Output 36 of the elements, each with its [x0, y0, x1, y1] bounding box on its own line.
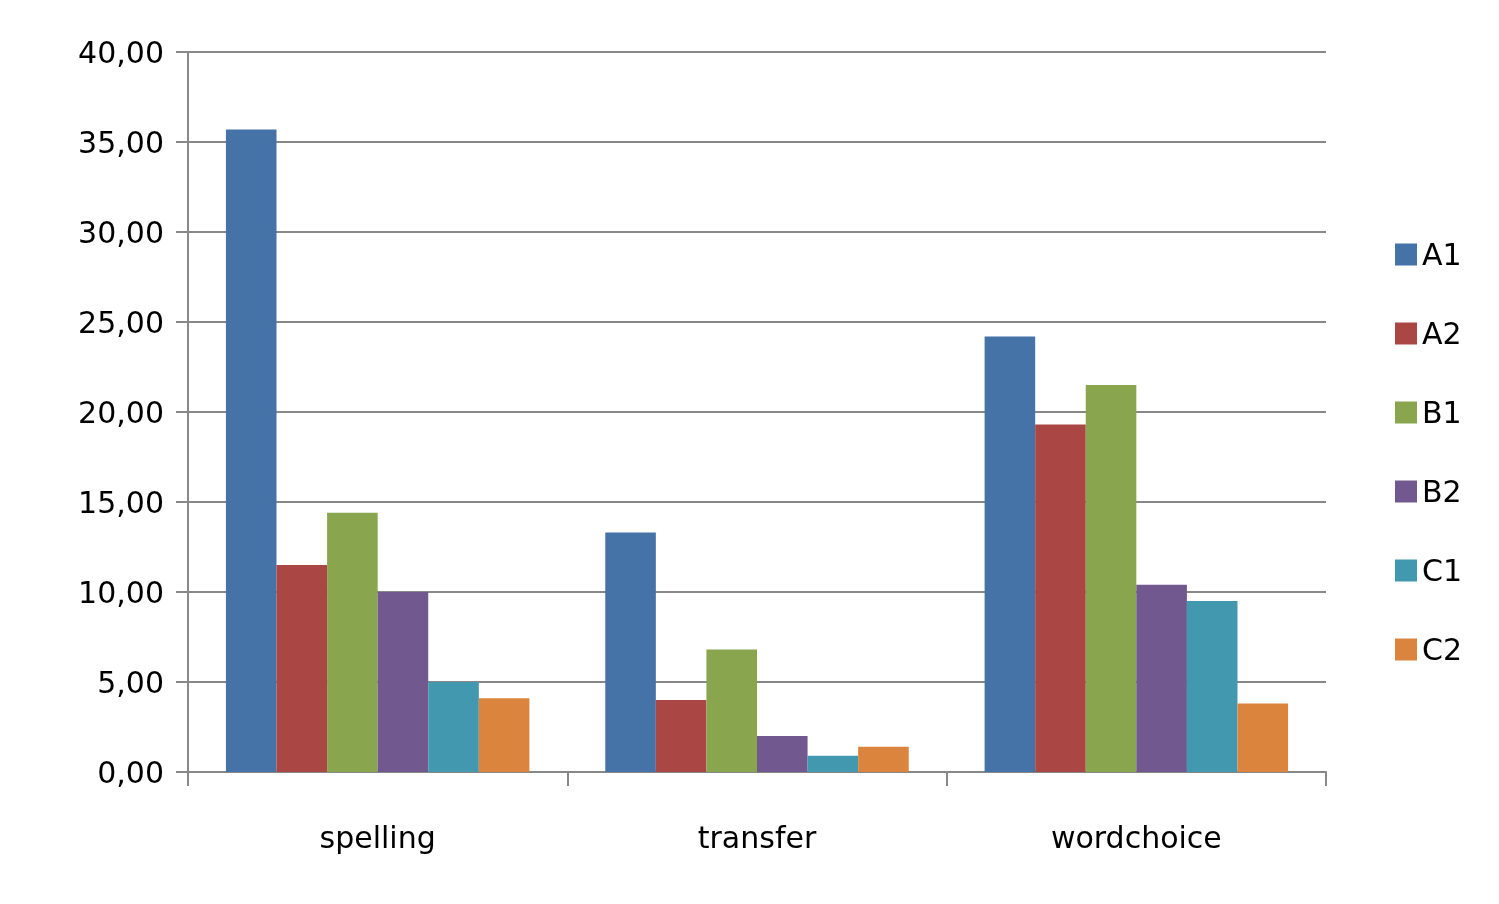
bar	[984, 336, 1036, 772]
x-tick-label: spelling	[319, 819, 436, 855]
bar	[327, 512, 378, 772]
bar	[428, 682, 479, 772]
y-tick-label: 40,00	[78, 34, 164, 70]
legend-label: C2	[1422, 632, 1463, 667]
x-tick-label: transfer	[697, 819, 817, 855]
y-tick-label: 30,00	[78, 214, 164, 250]
y-tick-label: 10,00	[78, 574, 164, 610]
bar	[1237, 703, 1289, 772]
bar	[858, 746, 909, 772]
bar	[1136, 584, 1187, 772]
y-tick-label: 0,00	[97, 754, 164, 790]
bar	[757, 736, 808, 772]
bar	[1085, 385, 1137, 772]
bar	[605, 532, 656, 772]
legend-label: B1	[1422, 395, 1462, 430]
bar	[1035, 424, 1086, 772]
legend-label: A2	[1422, 316, 1462, 351]
y-tick-label: 25,00	[78, 304, 164, 340]
bar	[478, 698, 530, 772]
y-tick-label: 35,00	[78, 124, 164, 160]
legend-label: A1	[1422, 237, 1462, 272]
legend-label: B2	[1422, 474, 1462, 509]
bar	[655, 700, 707, 772]
bar	[807, 755, 859, 772]
bar	[706, 649, 757, 772]
legend-label: C1	[1422, 553, 1463, 588]
x-tick-label: wordchoice	[1050, 819, 1222, 855]
y-tick-label: 5,00	[97, 664, 164, 700]
y-tick-label: 15,00	[78, 484, 164, 520]
y-tick-label: 20,00	[78, 394, 164, 430]
bar	[225, 129, 277, 772]
bar	[1186, 601, 1238, 772]
bar	[276, 565, 328, 772]
bar	[377, 592, 429, 772]
